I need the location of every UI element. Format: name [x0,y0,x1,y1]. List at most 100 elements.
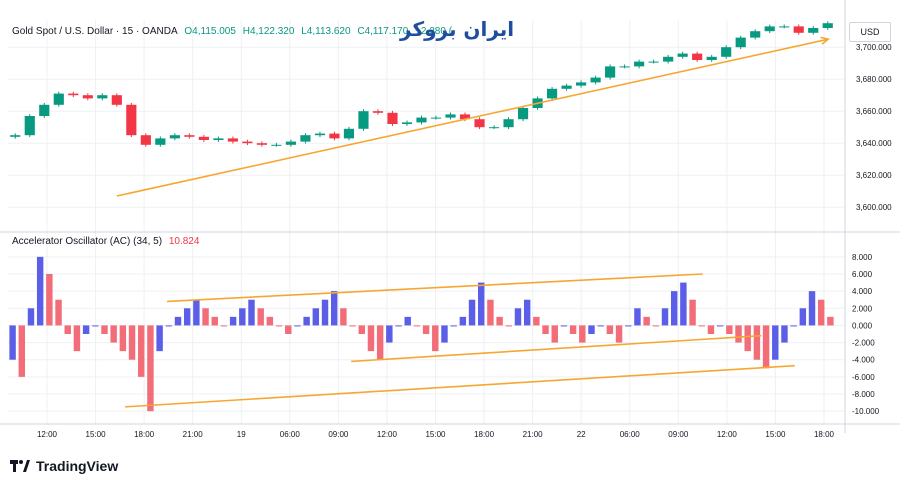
ac-bar [533,316,540,326]
currency-label[interactable]: USD [849,22,891,42]
candle-body [387,112,398,124]
ac-bar [588,325,595,334]
low-value: L4,113.620 [301,26,351,37]
ac-bar [542,325,549,334]
axes: 3,700.000 3,680.000 3,660.000 3,640.000 3,62… [0,0,900,439]
ac-bar [735,325,742,343]
ac-bar [285,325,292,334]
time-tick-label: 22 [577,430,586,439]
ac-bar [18,325,25,377]
ac-pane[interactable] [9,256,834,412]
ac-bar [128,325,136,360]
open-value: O4,115.005 [184,26,236,37]
ac-bar [762,325,770,369]
candle-body [343,128,355,139]
time-tick-label: 12:00 [37,430,58,439]
ac-bar [781,325,788,343]
ac-bar [36,256,44,326]
ac-tick-label: 8.000 [852,253,873,262]
ac-bar [119,325,127,352]
candle-body [561,85,572,89]
candle-body [474,119,485,128]
ac-bar [156,325,163,352]
candle-body [750,31,761,38]
candle-body [706,56,717,60]
time-tick-label: 09:00 [328,430,349,439]
time-tick-label: 06:00 [280,430,301,439]
candle-body [140,135,151,145]
ac-bar [174,316,182,326]
ac-bar [330,291,338,326]
ac-bar [505,325,513,327]
ac-bar [496,316,503,326]
ac-trendline [125,364,795,408]
ac-bar [165,325,173,327]
ac-bar [376,325,384,360]
ac-bar [698,325,705,327]
ac-value: 10.824 [168,236,200,247]
ac-bar [211,316,218,326]
ac-tick-label: -4.000 [852,356,875,365]
price-tick-label: 3,660.000 [856,107,892,116]
candle-body [605,66,616,78]
price-trendline [116,38,829,197]
candle-body [430,117,442,119]
price-legend: Gold Spot / U.S. Dollar · 15 · OANDA O4,… [12,26,456,37]
candle-body [227,138,238,142]
ac-bar [468,299,476,326]
ac-bar [202,308,209,326]
ac-bar [55,299,62,326]
candle-body [663,56,674,62]
ac-bar [634,308,641,326]
trendline-arrowhead [820,36,831,45]
candle-body [721,47,732,57]
candle-body [213,138,224,140]
ac-tick-label: -8.000 [852,390,875,399]
ac-bar [707,325,715,334]
ac-tick-label: -2.000 [852,339,875,348]
candle-body [619,66,630,68]
candle-body [735,37,746,48]
candle-body [822,23,833,28]
ac-bar [275,325,283,327]
ac-bar [744,325,751,352]
candle-body [576,82,587,86]
price-tick-label: 3,680.000 [856,75,892,84]
ac-bar [312,308,320,326]
ac-bar [560,325,568,327]
time-tick-label: 21:00 [523,430,544,439]
ac-bar [432,325,439,352]
ac-bar [670,291,678,326]
ac-tick-label: 2.000 [852,304,873,313]
ac-bar [726,325,733,334]
ac-bar [643,316,650,326]
ac-bar [349,325,356,327]
ac-bar [46,274,53,326]
ac-bar [680,282,687,326]
ac-bar [625,325,632,327]
time-tick-label: 12:00 [717,430,738,439]
ac-bar [183,308,191,326]
ac-bar [450,325,457,327]
candle-body [547,88,558,99]
ac-bar [229,316,237,326]
chart-canvas[interactable]: 3,700.000 3,680.000 3,660.000 3,640.000 3,62… [0,0,900,450]
ac-tick-label: -10.000 [852,407,880,416]
price-tick-label: 3,600.000 [856,203,892,212]
time-tick-label: 06:00 [620,430,641,439]
candle-body [793,26,804,33]
footer: TradingView [10,456,118,476]
ac-bar [73,325,81,352]
candle-body [169,135,180,139]
candle-body [808,28,819,33]
candle-body [401,122,413,124]
footer-text: TradingView [36,458,119,474]
ac-tick-label: 0.000 [852,321,873,330]
price-pane[interactable] [10,21,833,197]
ac-bar [27,308,35,326]
ac-channel-upper [166,273,703,303]
candle-body [10,135,21,137]
brand-logo: ایران بروکر [400,17,515,41]
ac-bar [294,325,301,327]
ac-bar [441,325,448,343]
